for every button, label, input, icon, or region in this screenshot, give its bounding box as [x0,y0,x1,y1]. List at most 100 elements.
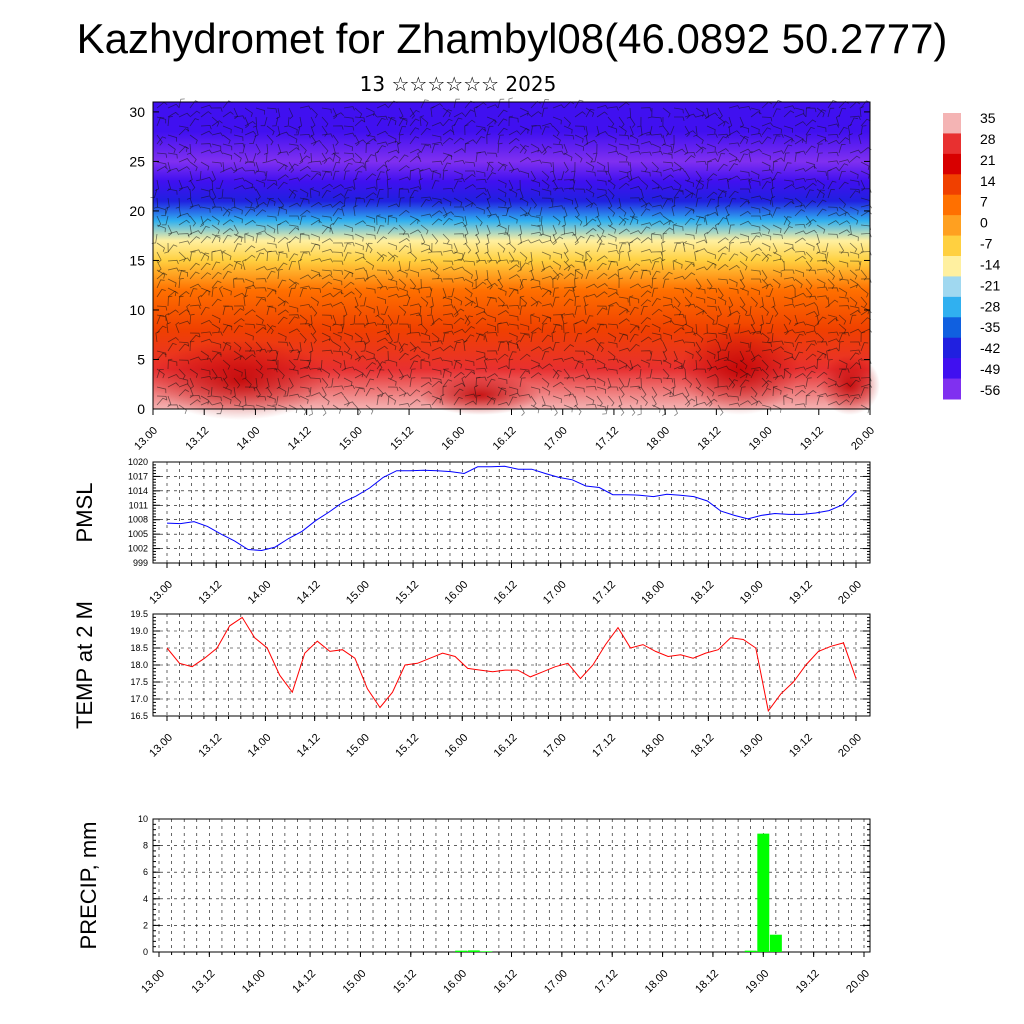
wind-barb [661,259,666,271]
wind-barb [860,118,871,127]
wind-barb [540,260,545,273]
wind-barb [409,148,422,154]
wind-barb [200,195,213,200]
wind-barb [627,249,632,262]
wind-barb [783,323,789,335]
wind-barb [376,278,384,290]
wind-barb [695,287,706,294]
wind-barb [266,386,273,398]
wind-barb [761,136,772,145]
wind-barb [596,404,607,412]
wind-barb [585,250,590,262]
wind-barb [189,179,196,191]
wind-barb [849,188,861,194]
wind-barb [420,390,432,397]
wind-barb [376,337,389,343]
wind-barb [332,184,344,190]
wind-barb [299,404,307,416]
wind-barb [310,296,319,306]
wind-barb [838,181,849,190]
wind-barb [178,146,189,154]
wind-barb [310,332,317,344]
wind-barb [200,331,212,336]
wind-barb [360,341,367,352]
colorbar-swatch [943,174,961,196]
colorbar-swatch [943,317,961,339]
wind-barb [507,340,513,352]
wind-barb [376,130,389,136]
wind-barb [661,241,666,253]
wind-barb [530,188,540,196]
wind-barb [728,163,739,172]
wind-barb [431,141,443,146]
wind-barb [365,138,377,145]
wind-barb [574,125,586,131]
wind-barb [365,160,370,172]
wind-barb [563,344,574,352]
wind-barb [508,396,517,406]
wind-barb [651,212,664,217]
wind-barb [815,305,820,318]
wind-barb [794,389,806,397]
wind-barb [574,277,579,289]
wind-barb [585,108,595,118]
wind-barb [838,242,845,254]
wind-barb [783,329,796,334]
wind-barb [188,170,193,183]
wind-barb [233,377,241,389]
wind-barb [618,305,628,314]
wind-barb [167,116,173,127]
y-tick-label: 0 [137,401,145,417]
wind-barb [750,330,762,335]
wind-barb [200,188,211,196]
x-tick-label: 13.00 [147,732,175,760]
wind-barb [200,272,212,280]
colorbar-label: 7 [980,194,988,210]
x-tick-label: 16.12 [492,732,520,760]
y-tick-label: 1008 [128,515,148,525]
wind-barb [392,314,400,325]
wind-barb [563,356,576,362]
wind-barb [706,386,715,397]
wind-barb [386,178,392,190]
wind-barb [288,316,299,325]
wind-barb [431,200,443,208]
wind-barb [420,350,430,359]
wind-barb [387,286,399,291]
wind-barb [255,230,268,235]
x-tick-label: 17.00 [542,425,570,453]
wind-barb [167,374,180,379]
wind-barb [607,179,616,190]
wind-barb [255,170,266,177]
wind-barb [420,99,429,109]
colorbar-label: -56 [980,382,1000,398]
wind-barb [860,342,869,352]
wind-barb [695,368,707,374]
wind-barb [695,134,704,145]
wind-barb [618,309,630,316]
wind-barb [365,233,376,240]
wind-barb [750,296,758,307]
wind-barb [805,287,813,299]
y-axis-label: TEMP at 2 M [72,601,97,729]
wind-barb [805,295,817,301]
wind-barb [156,224,166,233]
wind-barb [167,143,176,154]
wind-barb [640,290,652,298]
wind-barb [684,125,690,137]
wind-barb [838,333,847,343]
wind-barb [453,148,465,154]
wind-barb [393,332,400,343]
wind-barb [475,332,485,341]
wind-barb [178,290,190,298]
wind-barb [463,215,468,228]
wind-barb [398,269,408,278]
wind-barb [233,152,242,163]
wind-barb [541,395,546,408]
wind-barb [216,404,224,415]
wind-barb [640,248,653,254]
wind-barb [684,272,696,280]
y-tick-label: 1020 [128,457,148,467]
wind-barb [640,141,653,146]
